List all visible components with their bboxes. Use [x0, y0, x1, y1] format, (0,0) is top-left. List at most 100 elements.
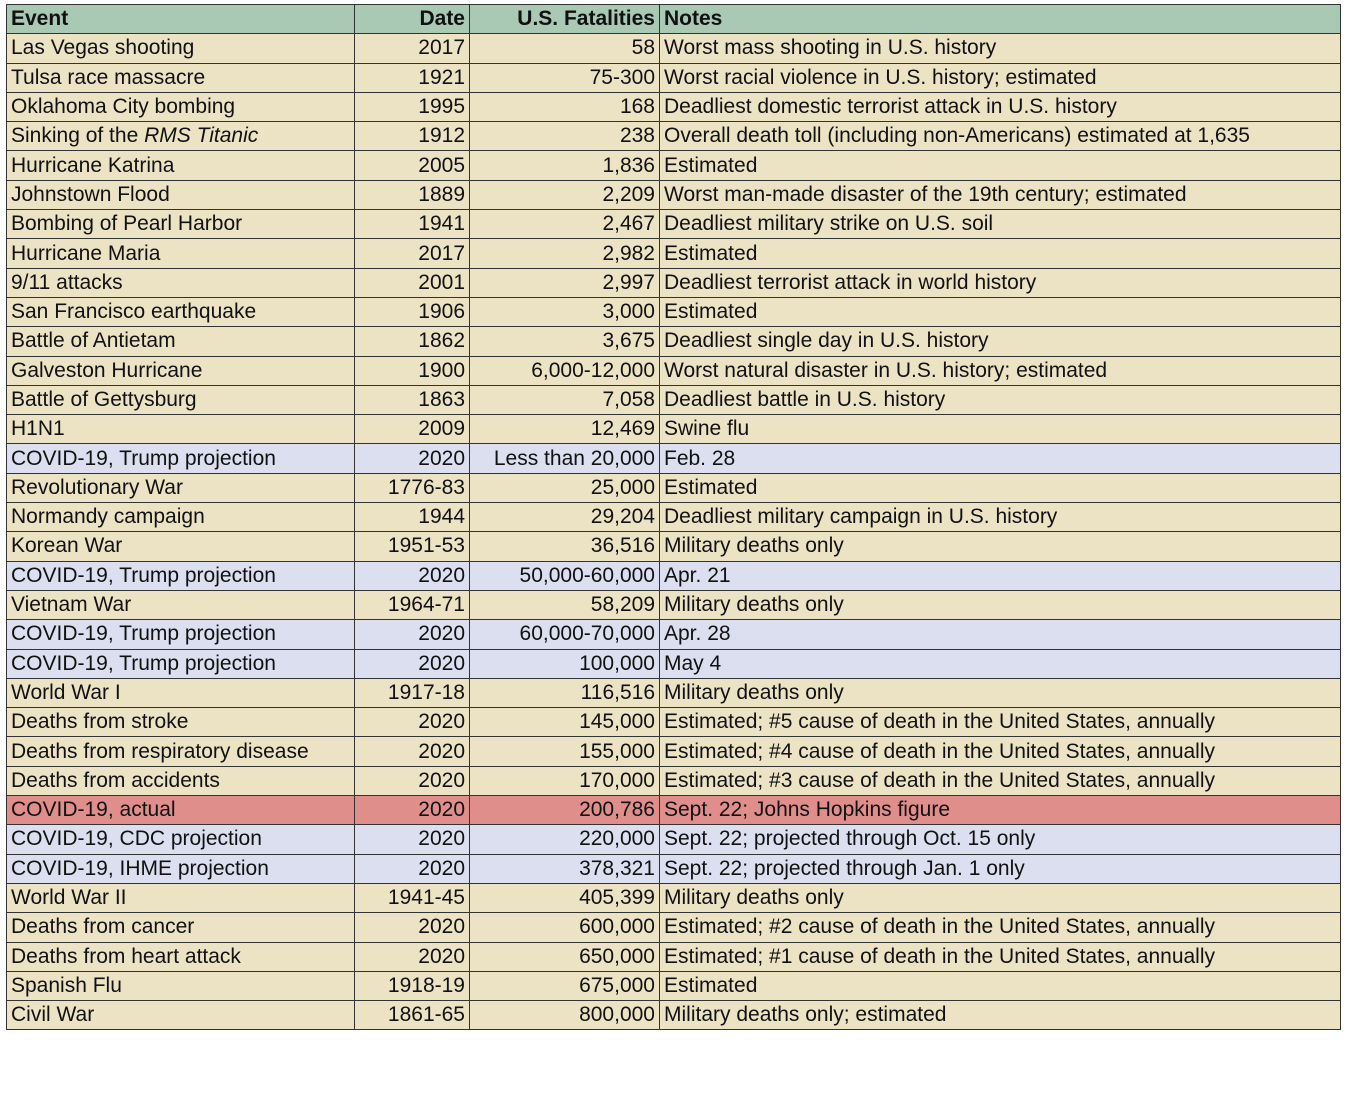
event-italic-text: RMS Titanic — [144, 124, 259, 148]
cell-notes: Military deaths only — [659, 589, 1341, 621]
table-row: Bombing of Pearl Harbor 1941 2,467 Deadlies… — [6, 209, 1341, 240]
table-row: Sinking of the RMS Titanic 1912 238 Overall… — [6, 121, 1341, 152]
table-row: Las Vegas shooting 2017 58 Worst mass shoot… — [6, 33, 1341, 64]
table-row: Hurricane Maria 2017 2,982 Estimated — [6, 238, 1341, 269]
event-text: Oklahoma City bombing — [11, 95, 236, 119]
cell-fatalities: 1,836 — [469, 150, 660, 181]
cell-event: Battle of Antietam — [6, 326, 355, 357]
cell-event: Bombing of Pearl Harbor — [6, 209, 355, 240]
cell-fatalities: 58,209 — [469, 589, 660, 621]
table-row: COVID-19, IHME projection 2020 378,321 Sept… — [6, 853, 1341, 884]
cell-event: 9/11 attacks — [6, 267, 355, 298]
cell-event: Deaths from respiratory disease — [6, 736, 355, 767]
event-text: Vietnam War — [11, 593, 132, 617]
table-row: Johnstown Flood 1889 2,209 Worst man-made d… — [6, 179, 1341, 211]
cell-fatalities: 2,209 — [469, 179, 660, 211]
cell-fatalities: 155,000 — [469, 736, 660, 767]
column-header-notes: Notes — [659, 3, 1341, 35]
cell-fatalities: 168 — [469, 91, 660, 123]
event-text: COVID-19, Trump projection — [11, 563, 276, 587]
cell-notes: Deadliest single day in U.S. history — [659, 326, 1341, 357]
cell-notes: Deadliest terrorist attack in world hist… — [659, 267, 1341, 298]
cell-date: 1900 — [354, 355, 470, 386]
cell-notes: Feb. 28 — [659, 443, 1341, 474]
cell-date: 1941 — [354, 209, 470, 240]
cell-date: 2001 — [354, 267, 470, 298]
table-row: Vietnam War 1964-71 58,209 Military deaths … — [6, 589, 1341, 621]
cell-notes: Estimated — [659, 238, 1341, 269]
event-text: COVID-19, Trump projection — [11, 651, 276, 675]
cell-notes: Worst mass shooting in U.S. history — [659, 33, 1341, 64]
event-text: Civil War — [11, 1003, 95, 1027]
table-row: Deaths from respiratory disease 2020 155,0… — [6, 736, 1341, 767]
cell-event: Normandy campaign — [6, 502, 355, 533]
cell-date: 1964-71 — [354, 589, 470, 621]
event-text: World War I — [11, 680, 121, 704]
cell-date: 2020 — [354, 648, 470, 679]
table-row: Tulsa race massacre 1921 75-300 Worst racia… — [6, 62, 1341, 93]
event-text: Bombing of Pearl Harbor — [11, 212, 243, 236]
table-body: Las Vegas shooting 2017 58 Worst mass shoot… — [6, 33, 1341, 1031]
cell-event: San Francisco earthquake — [6, 296, 355, 328]
cell-fatalities: 50,000-60,000 — [469, 560, 660, 591]
cell-notes: Estimated; #5 cause of death in the Unit… — [659, 707, 1341, 738]
table-row: Deaths from heart attack 2020 650,000 Estim… — [6, 941, 1341, 972]
cell-date: 1863 — [354, 384, 470, 416]
event-text: Hurricane Maria — [11, 241, 161, 265]
cell-date: 2020 — [354, 824, 470, 855]
cell-date: 1995 — [354, 91, 470, 123]
event-text: Tulsa race massacre — [11, 65, 206, 89]
cell-notes: Estimated; #3 cause of death in the Unit… — [659, 765, 1341, 797]
cell-notes: Estimated — [659, 970, 1341, 1002]
cell-fatalities: 3,675 — [469, 326, 660, 357]
cell-notes: Worst man-made disaster of the 19th cent… — [659, 179, 1341, 211]
cell-notes: Estimated — [659, 150, 1341, 181]
event-text: Revolutionary War — [11, 475, 183, 499]
cell-fatalities: 200,786 — [469, 795, 660, 826]
cell-date: 1862 — [354, 326, 470, 357]
cell-notes: Apr. 28 — [659, 619, 1341, 650]
cell-event: Deaths from cancer — [6, 912, 355, 943]
cell-event: COVID-19, Trump projection — [6, 443, 355, 474]
cell-date: 1906 — [354, 296, 470, 328]
cell-fatalities: 145,000 — [469, 707, 660, 738]
event-text: COVID-19, Trump projection — [11, 446, 276, 470]
event-text: COVID-19, CDC projection — [11, 827, 262, 851]
cell-fatalities: 100,000 — [469, 648, 660, 679]
table-row: World War II 1941-45 405,399 Military death… — [6, 882, 1341, 914]
cell-notes: Sept. 22; projected through Oct. 15 only — [659, 824, 1341, 855]
cell-fatalities: 170,000 — [469, 765, 660, 797]
table-row: COVID-19, Trump projection 2020 100,000 May… — [6, 648, 1341, 679]
cell-notes: Estimated — [659, 472, 1341, 504]
event-text: COVID-19, actual — [11, 798, 176, 822]
cell-date: 2020 — [354, 795, 470, 826]
cell-notes: Military deaths only — [659, 677, 1341, 709]
cell-notes: Deadliest battle in U.S. history — [659, 384, 1341, 416]
cell-date: 1889 — [354, 179, 470, 211]
table-row: COVID-19, CDC projection 2020 220,000 Sept.… — [6, 824, 1341, 855]
cell-date: 2020 — [354, 853, 470, 884]
cell-event: Civil War — [6, 1000, 355, 1031]
table-row: Oklahoma City bombing 1995 168 Deadliest do… — [6, 91, 1341, 123]
cell-event: Revolutionary War — [6, 472, 355, 504]
cell-date: 2020 — [354, 443, 470, 474]
cell-date: 1776-83 — [354, 472, 470, 504]
cell-fatalities: 2,467 — [469, 209, 660, 240]
table-row: Civil War 1861-65 800,000 Military deaths o… — [6, 1000, 1341, 1031]
event-text: Deaths from respiratory disease — [11, 739, 309, 763]
table-row: World War I 1917-18 116,516 Military deaths… — [6, 677, 1341, 709]
cell-notes: Estimated; #2 cause of death in the Unit… — [659, 912, 1341, 943]
cell-event: World War I — [6, 677, 355, 709]
cell-notes: Overall death toll (including non-Americ… — [659, 121, 1341, 152]
table-row: Deaths from accidents 2020 170,000 Estimate… — [6, 765, 1341, 797]
table-row: Battle of Antietam 1862 3,675 Deadliest sin… — [6, 326, 1341, 357]
cell-event: Tulsa race massacre — [6, 62, 355, 93]
cell-fatalities: Less than 20,000 — [469, 443, 660, 474]
cell-event: Hurricane Katrina — [6, 150, 355, 181]
cell-fatalities: 2,997 — [469, 267, 660, 298]
cell-date: 2020 — [354, 707, 470, 738]
cell-fatalities: 220,000 — [469, 824, 660, 855]
cell-notes: Estimated; #4 cause of death in the Unit… — [659, 736, 1341, 767]
cell-notes: Sept. 22; Johns Hopkins figure — [659, 795, 1341, 826]
event-text: Deaths from accidents — [11, 768, 220, 792]
